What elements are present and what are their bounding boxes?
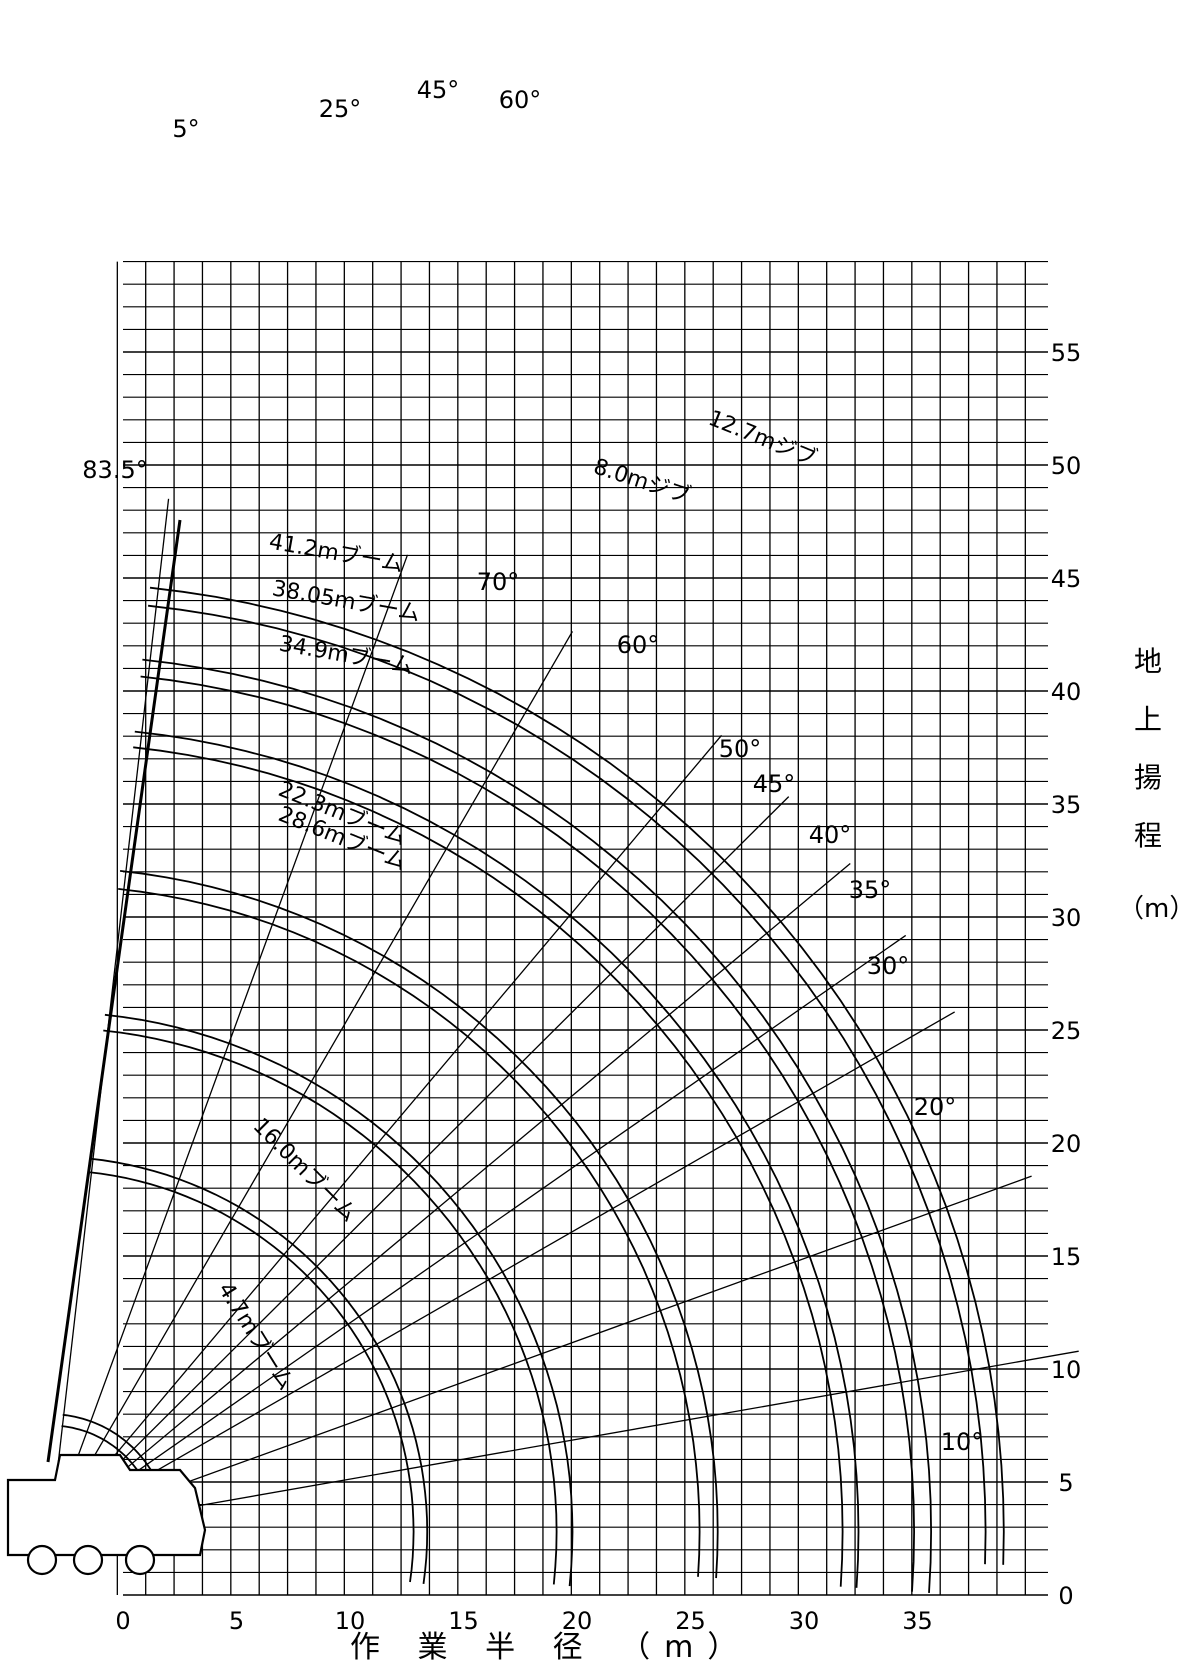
y-title-char: 程: [1133, 819, 1162, 852]
boom-angle-label: 10°: [941, 1428, 984, 1456]
x-tick-label: 5: [229, 1607, 244, 1635]
boom-arc: [88, 1171, 415, 1583]
x-tick-label: 0: [115, 1607, 130, 1635]
angle-ray: [49, 934, 907, 1533]
y-tick-label: 0: [1058, 1582, 1073, 1610]
jib-length-label: 12.7mジブ: [705, 406, 820, 472]
boom-angle-label: 83.5°: [82, 456, 147, 484]
y-tick-label: 50: [1051, 452, 1082, 480]
y-tick-label: 30: [1051, 904, 1082, 932]
chart-labels: 10° 20° 30° 35° 40° 45° 50° 60° 70° 83.5° 5° 25° 45°…: [82, 76, 983, 1456]
x-tick-label: 10: [335, 1607, 366, 1635]
boom-length-label: 4.7mブーム: [213, 1278, 299, 1395]
y-tick-label: 35: [1051, 791, 1082, 819]
boom-angle-label: 20°: [914, 1093, 957, 1121]
crane-body: [6, 1453, 207, 1557]
x-tick-label: 35: [902, 1607, 933, 1635]
jib-offset-label: 60°: [499, 86, 542, 114]
boom-length-label: 38.05mブーム: [270, 576, 422, 627]
angle-ray: [49, 554, 409, 1532]
angle-ray: [50, 1011, 955, 1533]
y-tick-label: 40: [1051, 678, 1082, 706]
grid: [116, 261, 1048, 1596]
x-tick-label: 30: [789, 1607, 820, 1635]
y-tick-label: 10: [1051, 1356, 1082, 1384]
boom-angle-label: 60°: [617, 631, 660, 659]
crane-boom: [46, 519, 182, 1463]
angle-ray: [49, 862, 851, 1533]
boom-angle-label: 50°: [719, 735, 762, 763]
boom-arc: [89, 1157, 429, 1585]
y-tick-label: 45: [1051, 565, 1082, 593]
angle-ray: [49, 796, 790, 1533]
x-tick-label: 20: [562, 1607, 593, 1635]
boom-arc: [149, 586, 1005, 1565]
y-title-char: 揚: [1133, 761, 1162, 794]
y-title-char: 地: [1133, 645, 1162, 678]
crane-wheel: [124, 1544, 156, 1576]
angle-ray: [50, 1175, 1032, 1533]
boom-angle-label: 45°: [753, 770, 796, 798]
angle-ray: [50, 1350, 1079, 1533]
y-tick-label: 20: [1051, 1130, 1082, 1158]
axis-ticks: 0 5 10 15 20 25 30 35 0 5 10 15 20 25 30 35 40 45 50 55: [115, 339, 1081, 1635]
boom-angle-label: 40°: [809, 821, 852, 849]
y-title-char: 上: [1133, 703, 1162, 736]
y-axis-unit: （m）: [1118, 894, 1191, 924]
boom-angle-label: 70°: [477, 568, 520, 596]
crane-silhouette: [6, 519, 207, 1576]
y-tick-label: 5: [1058, 1469, 1073, 1497]
boom-length-label: 34.9mブーム: [277, 632, 415, 680]
jib-offset-label: 45°: [417, 76, 460, 104]
y-tick-label: 25: [1051, 1017, 1082, 1045]
angle-ray: [49, 734, 723, 1533]
boom-arc: [104, 1013, 574, 1587]
boom-angle-lines: [49, 498, 1079, 1533]
boom-arc: [147, 604, 987, 1565]
y-tick-label: 55: [1051, 339, 1082, 367]
angle-ray: [49, 631, 574, 1533]
crane-wheel: [26, 1544, 58, 1576]
boom-angle-label: 35°: [849, 876, 892, 904]
boom-arc: [103, 1029, 558, 1585]
y-tick-label: 15: [1051, 1243, 1082, 1271]
jib-length-label: 8.0mジブ: [590, 454, 693, 509]
y-axis-title: 地 上 揚 程 （m）: [1118, 640, 1191, 925]
x-tick-label: 25: [675, 1607, 706, 1635]
x-axis-title: 作 業 半 径 （m）: [350, 1630, 752, 1665]
boom-angle-label: 30°: [867, 952, 910, 980]
jib-offset-label: 5°: [172, 115, 199, 143]
jib-offset-label: 25°: [319, 95, 362, 123]
x-tick-label: 15: [448, 1607, 479, 1635]
crane-wheel: [72, 1544, 104, 1576]
